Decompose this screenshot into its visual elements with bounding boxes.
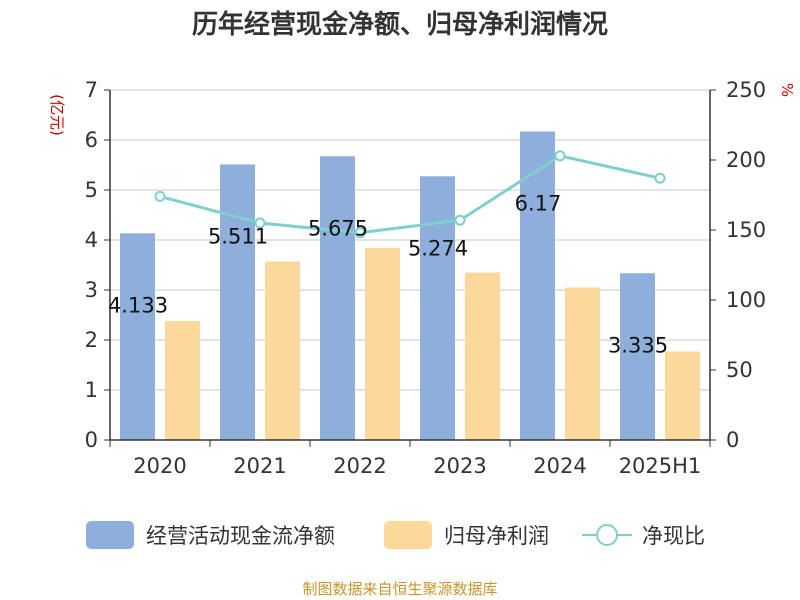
- ratio-line-path: [159, 154, 661, 235]
- left-tick-label: 4: [85, 228, 98, 252]
- bar-net-profit: [665, 351, 700, 440]
- grid-lines: [110, 89, 710, 391]
- x-tick-label: 2023: [433, 454, 486, 478]
- legend-marker-ratio: [596, 524, 618, 546]
- x-tick-label: 2020: [133, 454, 186, 478]
- legend-label-ratio: 净现比: [642, 524, 705, 548]
- left-tick-label: 6: [85, 128, 98, 152]
- ratio-point: [254, 217, 266, 229]
- left-tick-label: 3: [85, 278, 98, 302]
- ratio-point: [454, 214, 466, 226]
- left-axis-unit: (亿元): [48, 94, 66, 136]
- bar-cash-flow: [420, 176, 455, 441]
- right-tick-label: 100: [726, 288, 766, 312]
- x-tick-label: 2024: [533, 454, 586, 478]
- legend-swatch-cash-flow: [86, 521, 134, 549]
- ratio-point: [554, 150, 566, 162]
- legend-label-cash-flow: 经营活动现金流净额: [146, 524, 335, 548]
- data-label: 5.511: [208, 224, 268, 248]
- bar-cash-flow: [620, 273, 655, 440]
- bar-net-profit: [565, 287, 600, 440]
- legend: 经营活动现金流净额 归母净利润 净现比: [86, 521, 705, 549]
- data-label: 3.335: [608, 333, 668, 357]
- left-tick-label: 1: [85, 378, 98, 402]
- ratio-point: [154, 190, 166, 202]
- left-tick-label: 5: [85, 178, 98, 202]
- left-tick-label: 7: [85, 78, 98, 102]
- bar-cash-flow: [520, 131, 555, 440]
- data-labels: 4.133 5.511 5.675 5.274 6.17 3.335: [108, 192, 668, 358]
- right-tick-label: 250: [726, 78, 766, 102]
- bar-net-profit: [365, 248, 400, 440]
- chart-title: 历年经营现金净额、归母净利润情况: [192, 9, 608, 40]
- ratio-point: [354, 227, 366, 239]
- right-tick-label: 0: [726, 428, 739, 452]
- legend-label-net-profit: 归母净利润: [444, 524, 549, 548]
- ratio-point: [654, 172, 666, 184]
- legend-swatch-net-profit: [384, 521, 432, 549]
- data-label: 5.274: [408, 236, 468, 260]
- data-label: 6.17: [515, 192, 562, 216]
- bar-net-profit: [265, 261, 300, 440]
- right-tick-label: 150: [726, 218, 766, 242]
- ratio-line: [154, 150, 666, 239]
- x-tick-label: 2021: [233, 454, 286, 478]
- right-tick-label: 50: [726, 358, 753, 382]
- left-tick-label: 2: [85, 328, 98, 352]
- bar-cash-flow: [120, 233, 155, 440]
- bar-net-profit: [465, 272, 500, 440]
- x-tick-label: 2022: [333, 454, 386, 478]
- data-label: 4.133: [108, 293, 168, 317]
- bar-cash-flow: [220, 164, 255, 440]
- axes: 0 1 2 3 4 5 6 7 0 50 100 150 200 250 2020 2021 2022 2023 2…: [85, 78, 766, 478]
- right-axis-unit: %: [778, 83, 796, 97]
- right-tick-label: 200: [726, 148, 766, 172]
- left-tick-label: 0: [85, 428, 98, 452]
- bar-net-profit: [165, 321, 200, 440]
- data-label: 5.675: [308, 216, 368, 240]
- x-tick-label: 2025H1: [619, 454, 702, 478]
- bars: [120, 131, 700, 441]
- source-note: 制图数据来自恒生聚源数据库: [302, 580, 497, 598]
- bar-cash-flow: [320, 156, 355, 440]
